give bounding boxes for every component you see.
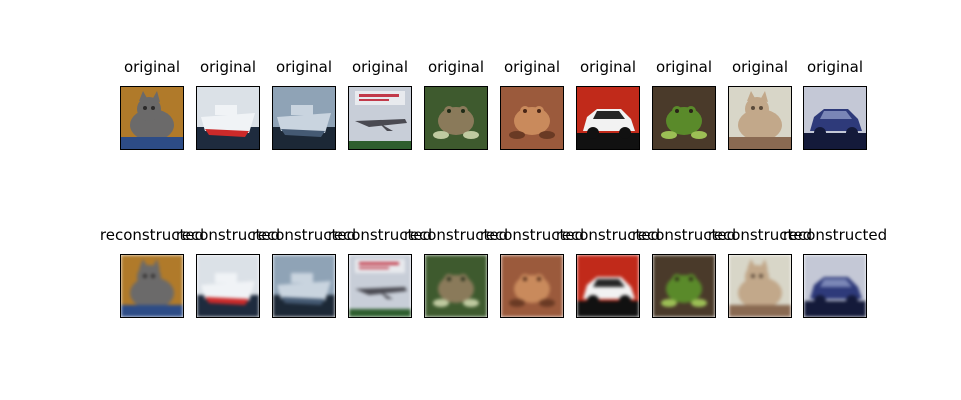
thumbnail-image	[272, 254, 336, 318]
reconstructed-title: reconstructed	[555, 226, 661, 244]
thumbnail-image	[728, 254, 792, 318]
original-title: original	[806, 58, 864, 76]
reconstructed-title: reconstructed	[631, 226, 737, 244]
reconstructed-image-cell: reconstructed	[556, 226, 660, 318]
thumbnail-image	[196, 254, 260, 318]
reconstructed-title: reconstructed	[251, 226, 357, 244]
original-image-cell: original	[120, 58, 184, 150]
reconstructed-title: reconstructed	[479, 226, 585, 244]
thumbnail-image	[576, 254, 640, 318]
original-image-cell: original	[728, 58, 792, 150]
original-title: original	[427, 58, 485, 76]
reconstructed-image-cell: reconstructed	[404, 226, 508, 318]
reconstructed-image-cell: reconstructed	[328, 226, 432, 318]
thumbnail-image	[803, 86, 867, 150]
reconstructed-image-cell: reconstructed	[480, 226, 584, 318]
original-title: original	[579, 58, 637, 76]
thumbnail-image	[424, 254, 488, 318]
original-title: original	[123, 58, 181, 76]
original-image-cell: original	[652, 58, 716, 150]
thumbnail-image	[576, 86, 640, 150]
thumbnail-image	[500, 86, 564, 150]
reconstructed-image-cell: reconstructed	[632, 226, 736, 318]
thumbnail-image	[728, 86, 792, 150]
thumbnail-image	[652, 86, 716, 150]
original-title: original	[655, 58, 713, 76]
original-title: original	[199, 58, 257, 76]
original-title: original	[275, 58, 333, 76]
reconstructed-title: reconstructed	[707, 226, 813, 244]
reconstructed-image-cell: reconstructed	[176, 226, 280, 318]
original-title: original	[503, 58, 561, 76]
original-title: original	[351, 58, 409, 76]
thumbnail-image	[120, 254, 184, 318]
thumbnail-image	[424, 86, 488, 150]
original-image-cell: original	[803, 58, 867, 150]
original-image-cell: original	[424, 58, 488, 150]
original-image-cell: original	[500, 58, 564, 150]
original-image-cell: original	[196, 58, 260, 150]
reconstructed-image-cell: reconstructed	[708, 226, 812, 318]
original-image-cell: original	[576, 58, 640, 150]
thumbnail-image	[272, 86, 336, 150]
reconstructed-title: reconstructed	[327, 226, 433, 244]
reconstructed-title: reconstructed	[99, 226, 205, 244]
reconstructed-image-cell: reconstructed	[783, 226, 887, 318]
thumbnail-image	[348, 86, 412, 150]
original-image-cell: original	[272, 58, 336, 150]
thumbnail-image	[196, 86, 260, 150]
thumbnail-image	[803, 254, 867, 318]
reconstructed-title: reconstructed	[175, 226, 281, 244]
reconstructed-image-cell: reconstructed	[252, 226, 356, 318]
reconstructed-title: reconstructed	[782, 226, 888, 244]
thumbnail-image	[120, 86, 184, 150]
thumbnail-image	[500, 254, 564, 318]
original-image-cell: original	[348, 58, 412, 150]
thumbnail-image	[348, 254, 412, 318]
reconstructed-image-cell: reconstructed	[100, 226, 204, 318]
thumbnail-image	[652, 254, 716, 318]
reconstructed-title: reconstructed	[403, 226, 509, 244]
original-title: original	[731, 58, 789, 76]
